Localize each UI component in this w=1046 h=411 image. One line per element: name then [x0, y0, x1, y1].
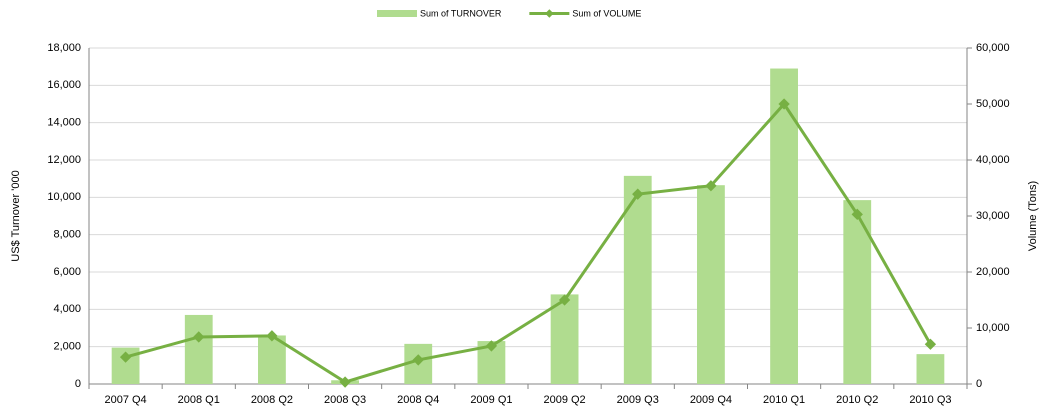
marker [193, 331, 205, 343]
y-tick-label: 16,000 [47, 79, 81, 91]
y2-tick-label: 50,000 [976, 98, 1010, 110]
x-tick-label: 2010 Q3 [909, 394, 951, 406]
x-tick-label: 2010 Q1 [763, 394, 805, 406]
y-tick-label: 2,000 [53, 341, 81, 353]
y-tick-label: 18,000 [47, 42, 81, 54]
bar [843, 200, 872, 384]
x-tick-label: 2009 Q2 [543, 394, 585, 406]
legend-swatch [545, 9, 554, 18]
marker [558, 294, 571, 306]
marker [632, 188, 644, 200]
x-tick-label: 2009 Q4 [690, 394, 732, 406]
y-tick-label: 6,000 [53, 266, 81, 278]
line [125, 101, 932, 384]
y-axis-title: US$ Turnover '000 [10, 170, 22, 261]
marker [485, 340, 498, 352]
bar [184, 314, 213, 384]
bar [916, 354, 945, 384]
marker [266, 330, 278, 342]
y2-tick-label: 60,000 [976, 42, 1010, 54]
bar [550, 294, 579, 384]
y2-axis-title: Volume (Tons) [1027, 181, 1039, 251]
y2-tick-label: 30,000 [976, 210, 1010, 222]
x-tick-label: 2008 Q2 [251, 394, 293, 406]
x-tick-label: 2010 Q2 [836, 394, 878, 406]
y2-tick-label: 20,000 [976, 266, 1010, 278]
x-tick-label: 2009 Q1 [470, 394, 512, 406]
y2-tick-label: 0 [976, 378, 982, 390]
x-tick-label: 2008 Q1 [178, 394, 220, 406]
legend-label: Sum of TURNOVER [420, 8, 502, 18]
bar [623, 175, 652, 384]
bar [258, 335, 286, 384]
x-tick-label: 2008 Q4 [397, 394, 439, 406]
marker [705, 180, 717, 192]
y2-tick-label: 40,000 [976, 154, 1010, 166]
y-tick-label: 14,000 [47, 117, 81, 129]
legend-swatch [377, 10, 417, 17]
bar [770, 68, 798, 385]
bar [697, 185, 725, 384]
y-tick-label: 12,000 [47, 154, 81, 166]
legend-label: Sum of VOLUME [572, 8, 641, 18]
x-tick-label: 2009 Q3 [617, 394, 659, 406]
y-tick-label: 4,000 [53, 303, 81, 315]
y-tick-label: 10,000 [47, 191, 81, 203]
marker [924, 338, 937, 350]
y-tick-label: 8,000 [53, 229, 81, 241]
marker [412, 354, 424, 366]
marker [339, 376, 351, 388]
y-tick-label: 0 [75, 378, 81, 390]
x-tick-label: 2008 Q3 [324, 394, 366, 406]
y2-tick-label: 10,000 [976, 322, 1010, 334]
x-tick-label: 2007 Q4 [104, 394, 146, 406]
marker [851, 208, 863, 220]
